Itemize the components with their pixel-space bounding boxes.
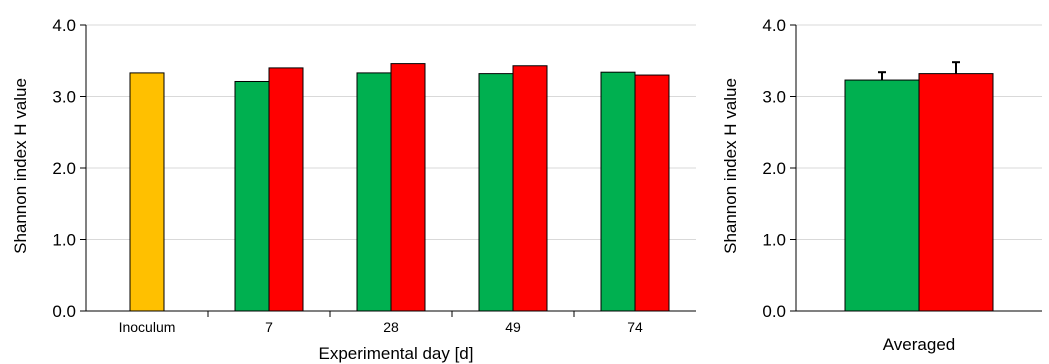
y-tick-label: 3.0 (52, 88, 76, 107)
bar (512, 65, 548, 312)
bar (844, 79, 920, 312)
right-axes (790, 24, 1042, 312)
y-tick-label: 3.0 (762, 88, 786, 107)
bar (390, 63, 426, 312)
right-chart-averaged: 0.0 1.0 2.0 3.0 4.0 Averaged Shannon index H… (721, 16, 1042, 354)
left-y-tick-labels: 0.0 1.0 2.0 3.0 4.0 (52, 16, 76, 321)
y-tick-label: 0.0 (52, 302, 76, 321)
right-y-tick-labels: 0.0 1.0 2.0 3.0 4.0 (762, 16, 786, 321)
category-label: Inoculum (119, 319, 176, 335)
bar (478, 73, 514, 312)
category-label: Averaged (883, 335, 955, 354)
y-tick-label: 4.0 (52, 16, 76, 35)
y-tick-label: 2.0 (52, 159, 76, 178)
category-label: 49 (505, 319, 521, 335)
y-tick-label: 1.0 (52, 231, 76, 250)
y-tick-label: 4.0 (762, 16, 786, 35)
right-error-bars (878, 61, 960, 81)
right-category-labels: Averaged (883, 335, 955, 354)
left-x-axis-title: Experimental day [d] (319, 344, 474, 363)
bar (129, 72, 165, 312)
bar (634, 74, 670, 312)
category-label: 28 (383, 319, 399, 335)
bar (918, 73, 994, 312)
left-chart-days: 0.0 1.0 2.0 3.0 4.0 Inoculum 7 28 49 74 Shannon … (11, 16, 696, 363)
y-tick-label: 1.0 (762, 231, 786, 250)
right-bars (844, 73, 994, 312)
left-axes (80, 24, 696, 317)
left-category-labels: Inoculum 7 28 49 74 (119, 319, 643, 335)
left-bars (129, 63, 670, 312)
bar (234, 80, 270, 312)
category-label: 74 (627, 319, 643, 335)
left-y-axis-title: Shannon index H value (11, 78, 30, 254)
right-y-axis-title: Shannon index H value (721, 78, 740, 254)
category-label: 7 (265, 319, 273, 335)
y-tick-label: 2.0 (762, 159, 786, 178)
bar (268, 67, 304, 312)
y-tick-label: 0.0 (762, 302, 786, 321)
bar (356, 72, 392, 312)
bar (600, 71, 636, 312)
